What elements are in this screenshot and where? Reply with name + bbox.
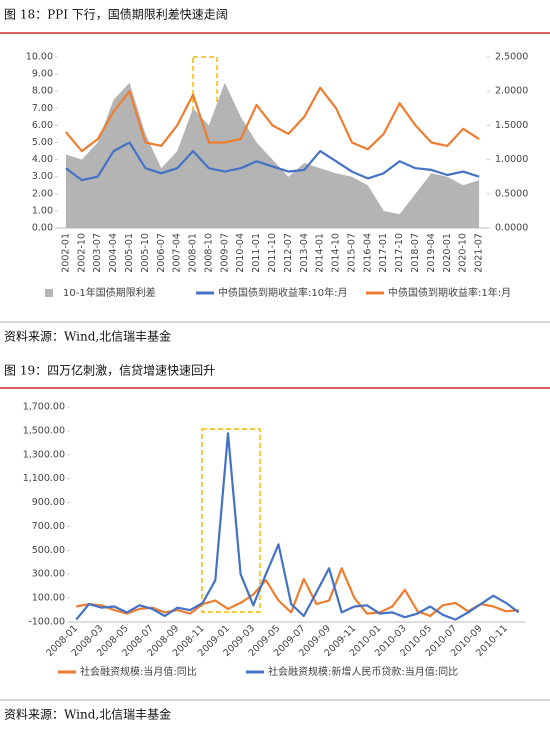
x-tick-label: 2004-04 — [108, 233, 119, 273]
y-tick-label: 1,500.00 — [23, 425, 65, 436]
legend-swatch — [45, 289, 53, 297]
x-tick-label: 2008-10 — [203, 233, 214, 273]
source: 资料来源：Wind,北信瑞丰基金 — [4, 329, 171, 344]
y-tick-label: 6.00 — [32, 120, 53, 131]
y-tick-label: 100.00 — [32, 593, 65, 604]
y2-tick-label: 1.0000 — [495, 154, 528, 165]
x-tick-label: 2017-01 — [378, 233, 389, 273]
y-tick-label: 1,300.00 — [23, 449, 65, 460]
x-tick-label: 2016-04 — [362, 233, 373, 273]
y2-tick-label: 0.5000 — [495, 188, 528, 199]
y-tick-label: 500.00 — [32, 545, 65, 556]
highlight-box — [201, 428, 261, 613]
y-tick-label: -100.00 — [28, 617, 65, 628]
x-tick-label: 2020-10 — [458, 233, 469, 273]
y-tick-label: 3.00 — [32, 171, 53, 182]
legend-label: 社会融资规模:当月值:同比 — [80, 665, 197, 678]
x-tick-label: 2021-07 — [474, 233, 485, 273]
x-tick-label: 2007-04 — [172, 233, 183, 273]
y-tick-label: 7.00 — [32, 103, 53, 114]
x-tick-label: 2009-07 — [219, 233, 230, 273]
x-tick-label: 2008-01 — [188, 233, 199, 273]
y-tick-label: 2.00 — [32, 188, 53, 199]
x-tick-label: 2005-10 — [140, 233, 151, 273]
x-tick-label: 2015-07 — [346, 233, 357, 273]
line — [75, 432, 520, 621]
line — [65, 86, 480, 153]
x-tick-label: 2002-01 — [60, 233, 71, 273]
y2-tick-label: 0.0000 — [495, 223, 528, 234]
y2-tick-label: 2.5000 — [495, 52, 528, 63]
y-tick-label: 1.00 — [32, 205, 53, 216]
x-tick-label: 2012-07 — [283, 233, 294, 273]
x-tick-label: 2003-07 — [92, 233, 103, 273]
source: 资料来源：Wind,北信瑞丰基金 — [4, 707, 171, 722]
figure-title: 图 19：四万亿刺激，信贷增速快速回升 — [4, 363, 215, 378]
y-tick-label: 1,100.00 — [23, 473, 65, 484]
x-tick-label: 2011-10 — [267, 233, 278, 273]
y-tick-label: 9.00 — [32, 69, 53, 80]
x-tick-label: 2011-01 — [251, 233, 262, 273]
x-tick-label: 2020-01 — [442, 233, 453, 273]
y2-tick-label: 2.0000 — [495, 86, 528, 97]
legend-label: 社会融资规模:新增人民币贷款:当月值:同比 — [268, 665, 458, 678]
x-tick-label: 2006-07 — [156, 233, 167, 273]
y-tick-label: 10.00 — [26, 52, 53, 63]
x-tick-label: 2002-10 — [76, 233, 87, 273]
y-tick-label: 5.00 — [32, 137, 53, 148]
y-tick-label: 0.00 — [32, 223, 53, 234]
y-tick-label: 300.00 — [32, 569, 65, 580]
x-tick-label: 2014-10 — [331, 233, 342, 273]
x-tick-label: 2018-07 — [410, 233, 421, 273]
y-tick-label: 8.00 — [32, 86, 53, 97]
legend-label: 10-1年国债期限利差 — [63, 286, 156, 299]
y-tick-label: 900.00 — [32, 497, 65, 508]
figure-title: 图 18：PPI 下行，国债期限利差快速走阔 — [4, 8, 228, 22]
x-tick-label: 2019-04 — [426, 233, 437, 273]
x-tick-label: 2017-10 — [394, 233, 405, 273]
y-tick-label: 4.00 — [32, 154, 53, 165]
x-tick-label: 2010-04 — [235, 233, 246, 273]
x-tick-label: 2013-04 — [299, 233, 310, 273]
area — [65, 82, 480, 228]
x-tick-label: 2005-01 — [124, 233, 135, 273]
y-tick-label: 700.00 — [32, 521, 65, 532]
y2-tick-label: 1.5000 — [495, 120, 528, 131]
line — [65, 141, 480, 182]
legend-label: 中债国债到期收益率:1年:月 — [388, 286, 511, 299]
x-tick-label: 2014-01 — [315, 233, 326, 273]
y-tick-label: 1,700.00 — [23, 402, 65, 413]
legend-label: 中债国债到期收益率:10年:月 — [218, 286, 347, 299]
